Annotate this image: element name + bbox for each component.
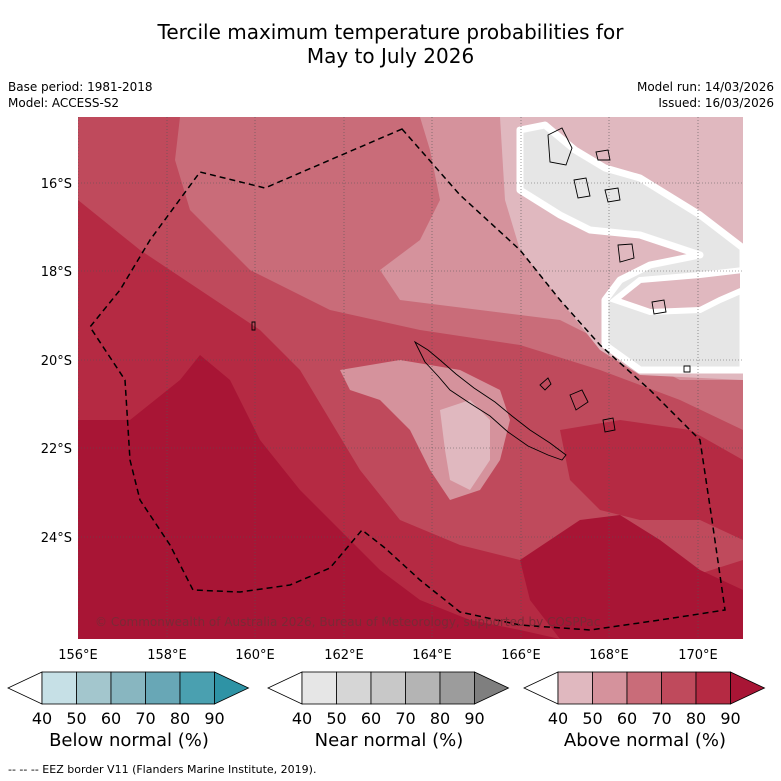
lat-label: 22°S — [41, 442, 72, 457]
loyalty-island-ouvea — [539, 377, 552, 391]
colorbar-tick-label: 90 — [720, 709, 740, 728]
base-period: Base period: 1981-2018 — [8, 80, 153, 94]
lon-label: 156°E — [58, 648, 98, 663]
above-colorbar: 40 50 60 70 80 90 — [523, 671, 766, 728]
colorbar-segment — [110, 671, 146, 705]
region-above-80-right — [560, 420, 743, 540]
colorbar-segment — [179, 671, 215, 705]
region-above-90-right — [520, 515, 743, 639]
hunter-island — [683, 365, 691, 373]
lon-label: 162°E — [324, 648, 364, 663]
coastlines — [251, 127, 691, 461]
colorbar-tick-label: 70 — [135, 709, 155, 728]
colorbar-extend-low — [523, 671, 559, 705]
colorbar-segment — [626, 671, 662, 705]
lat-label: 18°S — [41, 265, 72, 280]
lon-label: 166°E — [501, 648, 541, 663]
colorbar-segment — [695, 671, 731, 705]
colorbar-tick-label: 70 — [395, 709, 415, 728]
map-title-line2: May to July 2026 — [306, 44, 475, 68]
colorbar-tick-label: 90 — [204, 709, 224, 728]
below-normal-label: Below normal (%) — [49, 730, 209, 751]
colorbar-tick-label: 80 — [170, 709, 190, 728]
colorbar-tick-label: 40 — [292, 709, 312, 728]
colorbar-extend-high — [730, 671, 766, 705]
colorbar-tick-label: 40 — [548, 709, 568, 728]
longitude-labels: 156°E 158°E 160°E 162°E 164°E 166°E 168°… — [58, 648, 718, 663]
vanuatu-espiritu-santo — [547, 127, 573, 166]
colorbar-tick-label: 60 — [617, 709, 637, 728]
model-name: Model: ACCESS-S2 — [8, 96, 120, 110]
latitude-labels: 16°S 18°S 20°S 22°S 24°S — [41, 177, 72, 546]
new-caledonia — [413, 340, 567, 461]
copyright-notice: © Commonwealth of Australia 2026, Bureau… — [95, 615, 600, 629]
colorbar-tick-label: 50 — [326, 709, 346, 728]
colorbars: 40 50 60 70 80 90 40 50 60 70 80 90 40 50 60 70 80 90 — [7, 671, 766, 728]
colorbar-extend-high — [474, 671, 510, 705]
vanuatu-efate — [604, 187, 621, 203]
colorbar-segment — [405, 671, 441, 705]
loyalty-island-lifou — [569, 389, 589, 411]
lat-label: 16°S — [41, 177, 72, 192]
colorbar-segment — [301, 671, 337, 705]
probability-field: © Commonwealth of Australia 2026, Bureau… — [78, 117, 743, 639]
region-above-40-central — [440, 400, 490, 490]
colorbar-segment — [370, 671, 406, 705]
colorbar-segment — [145, 671, 181, 705]
colorbar-segment — [592, 671, 628, 705]
vanuatu-malekula — [573, 177, 591, 199]
colorbar-tick-label: 90 — [464, 709, 484, 728]
colorbar-tick-label: 60 — [101, 709, 121, 728]
graticule — [78, 117, 743, 639]
colorbar-tick-label: 50 — [582, 709, 602, 728]
colorbar-tick-label: 80 — [686, 709, 706, 728]
colorbar-segment — [557, 671, 593, 705]
colorbar-tick-label: 50 — [66, 709, 86, 728]
colorbar-tick-label: 80 — [430, 709, 450, 728]
colorbar-segment — [661, 671, 697, 705]
colorbar-extend-high — [214, 671, 250, 705]
eez-border — [89, 128, 726, 631]
colorbar-extend-low — [7, 671, 43, 705]
region-above-40-pocket — [608, 266, 743, 316]
issued-date: Issued: 16/03/2026 — [658, 96, 774, 110]
lon-label: 158°E — [147, 648, 187, 663]
colorbar-segment — [76, 671, 112, 705]
above-normal-label: Above normal (%) — [563, 730, 727, 751]
near-normal-label: Near normal (%) — [314, 730, 464, 751]
vanuatu-pentecost — [595, 149, 611, 161]
colorbar-extend-low — [267, 671, 303, 705]
lon-label: 170°E — [678, 648, 718, 663]
vanuatu-erromango — [617, 243, 635, 263]
chesterfield-reef — [251, 321, 256, 331]
lon-label: 164°E — [412, 648, 452, 663]
eez-footnote: -- -- -- EEZ border V11 (Flanders Marine… — [8, 763, 317, 776]
colorbar-tick-label: 70 — [651, 709, 671, 728]
loyalty-island-mare — [602, 417, 616, 433]
matthew-island — [651, 299, 667, 315]
lat-label: 20°S — [41, 354, 72, 369]
lon-label: 168°E — [589, 648, 629, 663]
model-run: Model run: 14/03/2026 — [636, 80, 774, 94]
region-above-90 — [78, 355, 560, 639]
colorbar-tick-label: 60 — [361, 709, 381, 728]
colorbar-segment — [41, 671, 77, 705]
colorbar-segment — [439, 671, 475, 705]
colorbar-segment — [336, 671, 372, 705]
near-colorbar: 40 50 60 70 80 90 — [267, 671, 510, 728]
below-colorbar: 40 50 60 70 80 90 — [7, 671, 250, 728]
lat-label: 24°S — [41, 531, 72, 546]
lon-label: 160°E — [235, 648, 275, 663]
colorbar-tick-label: 40 — [32, 709, 52, 728]
map-title-line1: Tercile maximum temperature probabilitie… — [157, 20, 624, 44]
